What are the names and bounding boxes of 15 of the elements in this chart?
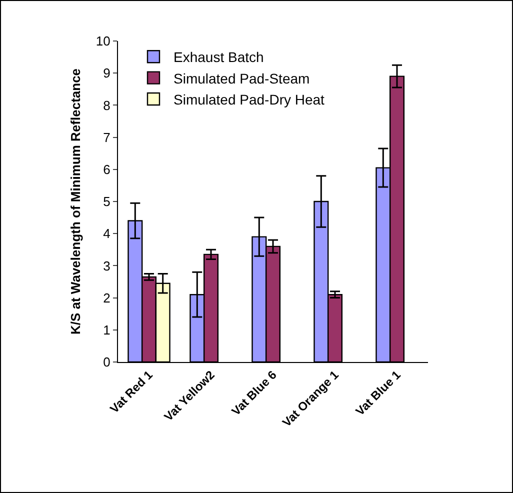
y-tick-label: 6 [103,162,110,177]
y-tick-label: 4 [103,226,110,242]
y-tick-label: 1 [103,322,110,338]
y-tick-label: 10 [96,34,110,49]
y-tick-label: 8 [103,98,110,113]
y-tick-label: 3 [103,258,110,274]
y-tick-label: 2 [103,290,110,306]
legend-label: Simulated Pad-Steam [174,70,310,86]
legend-label: Exhaust Batch [174,49,264,66]
y-tick-label: 9 [103,66,110,81]
y-axis-title: K/S at Wavelength of Minimum Reflectance [68,68,83,335]
y-tick-label: 5 [103,194,110,210]
y-tick-label: 7 [103,130,110,145]
y-tick-label: 0 [103,354,110,370]
legend-label: Simulated Pad-Dry Heat [174,91,325,108]
